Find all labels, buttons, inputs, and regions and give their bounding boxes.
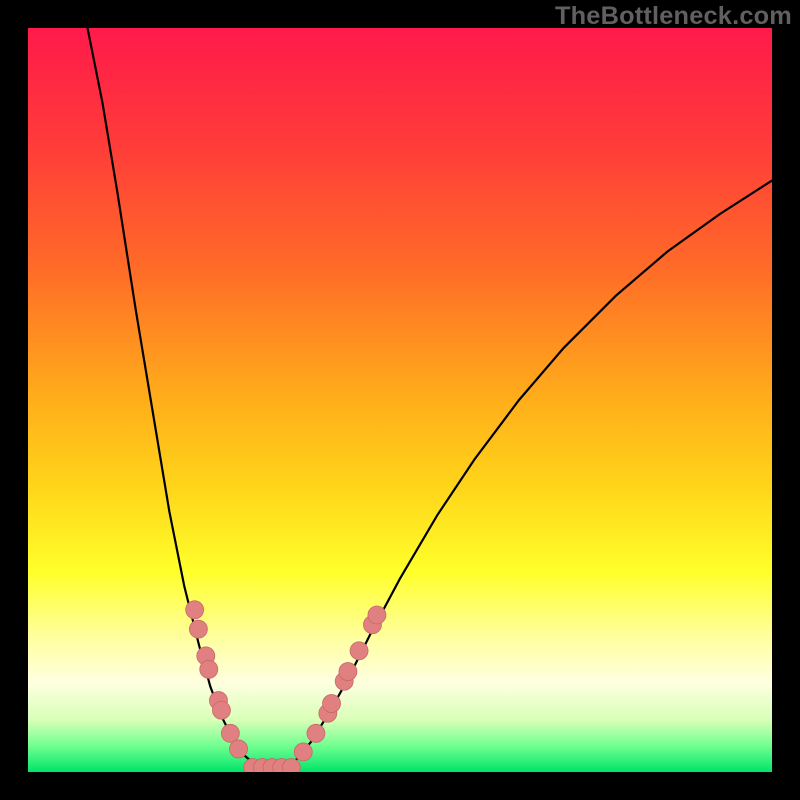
marker-dot bbox=[294, 743, 312, 761]
marker-dot bbox=[221, 724, 239, 742]
marker-dot bbox=[350, 642, 368, 660]
markers-bottom bbox=[244, 759, 301, 772]
chart-background bbox=[28, 28, 772, 772]
marker-dot bbox=[307, 724, 325, 742]
chart-frame: TheBottleneck.com bbox=[0, 0, 800, 800]
chart-svg bbox=[28, 28, 772, 772]
watermark-text: TheBottleneck.com bbox=[555, 2, 792, 31]
marker-dot bbox=[212, 701, 230, 719]
marker-dot bbox=[230, 740, 248, 758]
bottleneck-chart bbox=[28, 28, 772, 772]
marker-dot bbox=[186, 601, 204, 619]
marker-dot bbox=[368, 606, 386, 624]
marker-dot bbox=[189, 620, 207, 638]
marker-dot bbox=[323, 695, 341, 713]
marker-dot bbox=[200, 660, 218, 678]
marker-dot bbox=[339, 663, 357, 681]
